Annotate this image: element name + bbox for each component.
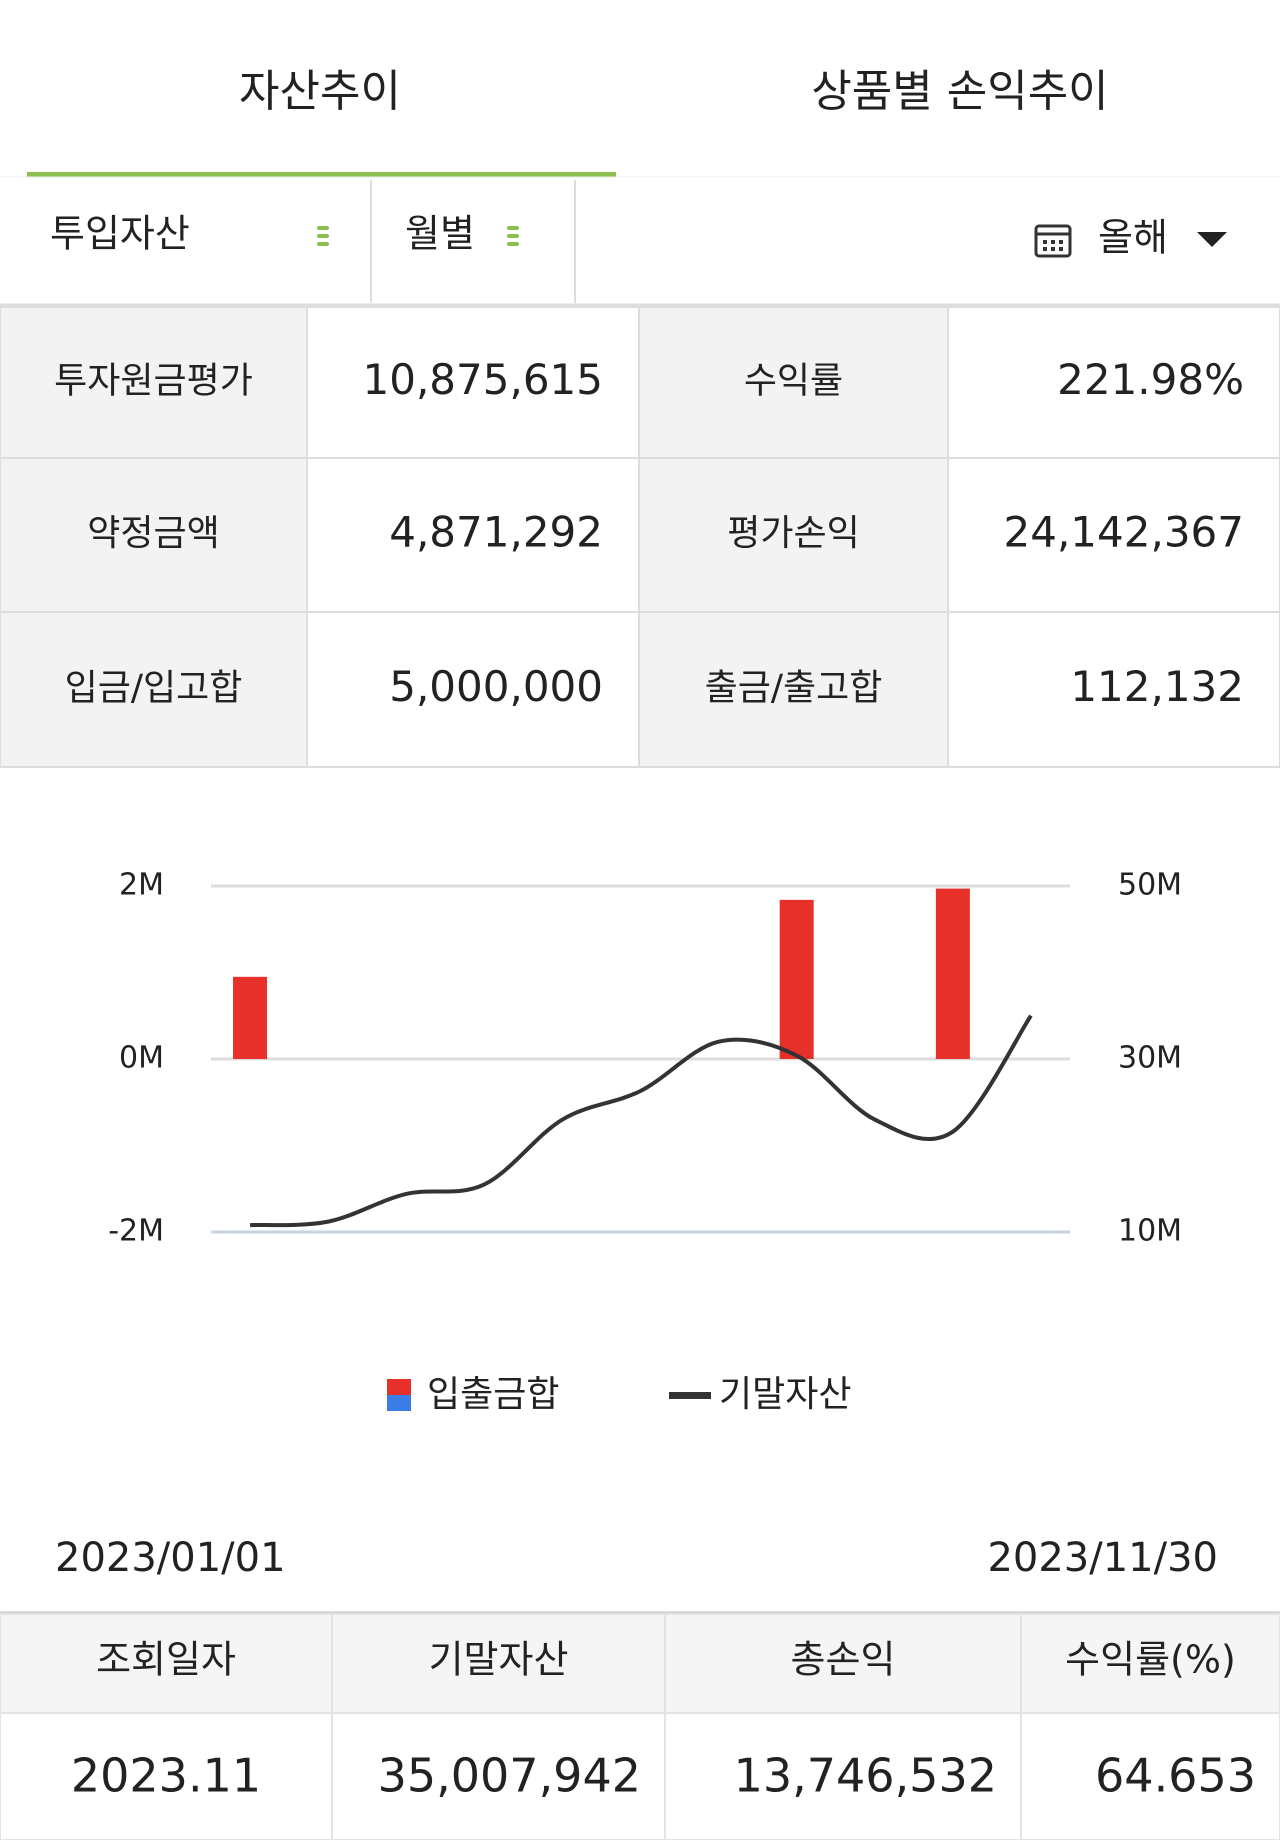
drag-icon (317, 234, 329, 238)
header-label: 기말자산 (429, 1638, 569, 1682)
legend-label: 기말자산 (719, 1374, 851, 1415)
table-cell (664, 1712, 1022, 1840)
filter-select[interactable]: 월별 (405, 212, 475, 256)
table-value: 2023.11 (71, 1749, 261, 1803)
summary-value: 4,871,292 (389, 508, 603, 557)
summary-label: 입금/입고합 (65, 668, 243, 709)
drag-icon (317, 226, 329, 230)
table-cell (0, 1712, 333, 1840)
summary-label-cell (638, 611, 949, 768)
range-start: 2023/01/01 (55, 1535, 286, 1581)
table-value: 13,746,532 (734, 1749, 997, 1803)
summary-label: 약정금액 (87, 513, 219, 554)
bar (233, 976, 268, 1059)
drag-icon (507, 234, 519, 238)
drag-icon (317, 242, 329, 246)
tab-underline (27, 172, 616, 177)
summary-label: 평가손익 (727, 513, 859, 554)
summary-label: 수익률 (744, 361, 843, 402)
summary-label: 출금/출고합 (705, 668, 883, 709)
summary-label-cell (0, 611, 308, 768)
summary-value-cell (306, 611, 640, 768)
y-tick-label: 2M (119, 868, 164, 903)
drag-icon (507, 226, 519, 230)
summary-value: 24,142,367 (1004, 508, 1244, 557)
table-value: 35,007,942 (378, 1749, 641, 1803)
summary-label: 투자원금평가 (54, 361, 253, 402)
bar (935, 888, 970, 1059)
summary-value: 5,000,000 (389, 662, 603, 711)
period-select[interactable]: 올해 (1098, 216, 1168, 260)
calendar-icon (1034, 224, 1072, 258)
calendar-icon (1051, 240, 1055, 244)
y2-tick-label: 10M (1118, 1214, 1182, 1249)
tab[interactable]: 자산추이 (239, 66, 401, 117)
range-end: 2023/11/30 (987, 1535, 1218, 1581)
dropdown-arrow (1197, 232, 1227, 247)
summary-value: 112,132 (1070, 662, 1244, 711)
table-value: 64.653 (1095, 1749, 1256, 1803)
line (249, 1014, 1033, 1228)
header-label: 조회일자 (96, 1638, 236, 1682)
y2-tick-label: 50M (1118, 868, 1182, 903)
summary-value: 221.98% (1057, 355, 1244, 404)
legend-swatch (669, 1392, 711, 1399)
header-cell (664, 1613, 1022, 1714)
calendar-icon (1043, 240, 1047, 244)
calendar-icon (1043, 247, 1047, 251)
header-label: 총손익 (791, 1638, 896, 1682)
summary-value-cell (947, 611, 1280, 768)
table-cell (1020, 1712, 1280, 1840)
header-label: 수익률(%) (1065, 1638, 1236, 1682)
legend-label: 입출금합 (427, 1374, 559, 1415)
y-tick-label: -2M (108, 1214, 164, 1249)
header-cell (331, 1613, 666, 1714)
y-tick-label: 0M (119, 1041, 164, 1076)
drag-icon (507, 242, 519, 246)
y2-tick-label: 30M (1118, 1041, 1182, 1076)
legend-swatch (387, 1395, 411, 1411)
summary-label-cell (638, 457, 949, 613)
bar (779, 899, 814, 1059)
legend-swatch (387, 1379, 411, 1395)
calendar-icon (1059, 247, 1063, 251)
filter-select[interactable]: 투입자산 (50, 212, 190, 256)
summary-label-cell (638, 306, 949, 459)
calendar-icon (1059, 240, 1063, 244)
summary-value: 10,875,615 (363, 355, 603, 404)
calendar-icon (1051, 247, 1055, 251)
summary-value-cell (947, 457, 1280, 613)
tab[interactable]: 상품별 손익추이 (811, 66, 1108, 117)
